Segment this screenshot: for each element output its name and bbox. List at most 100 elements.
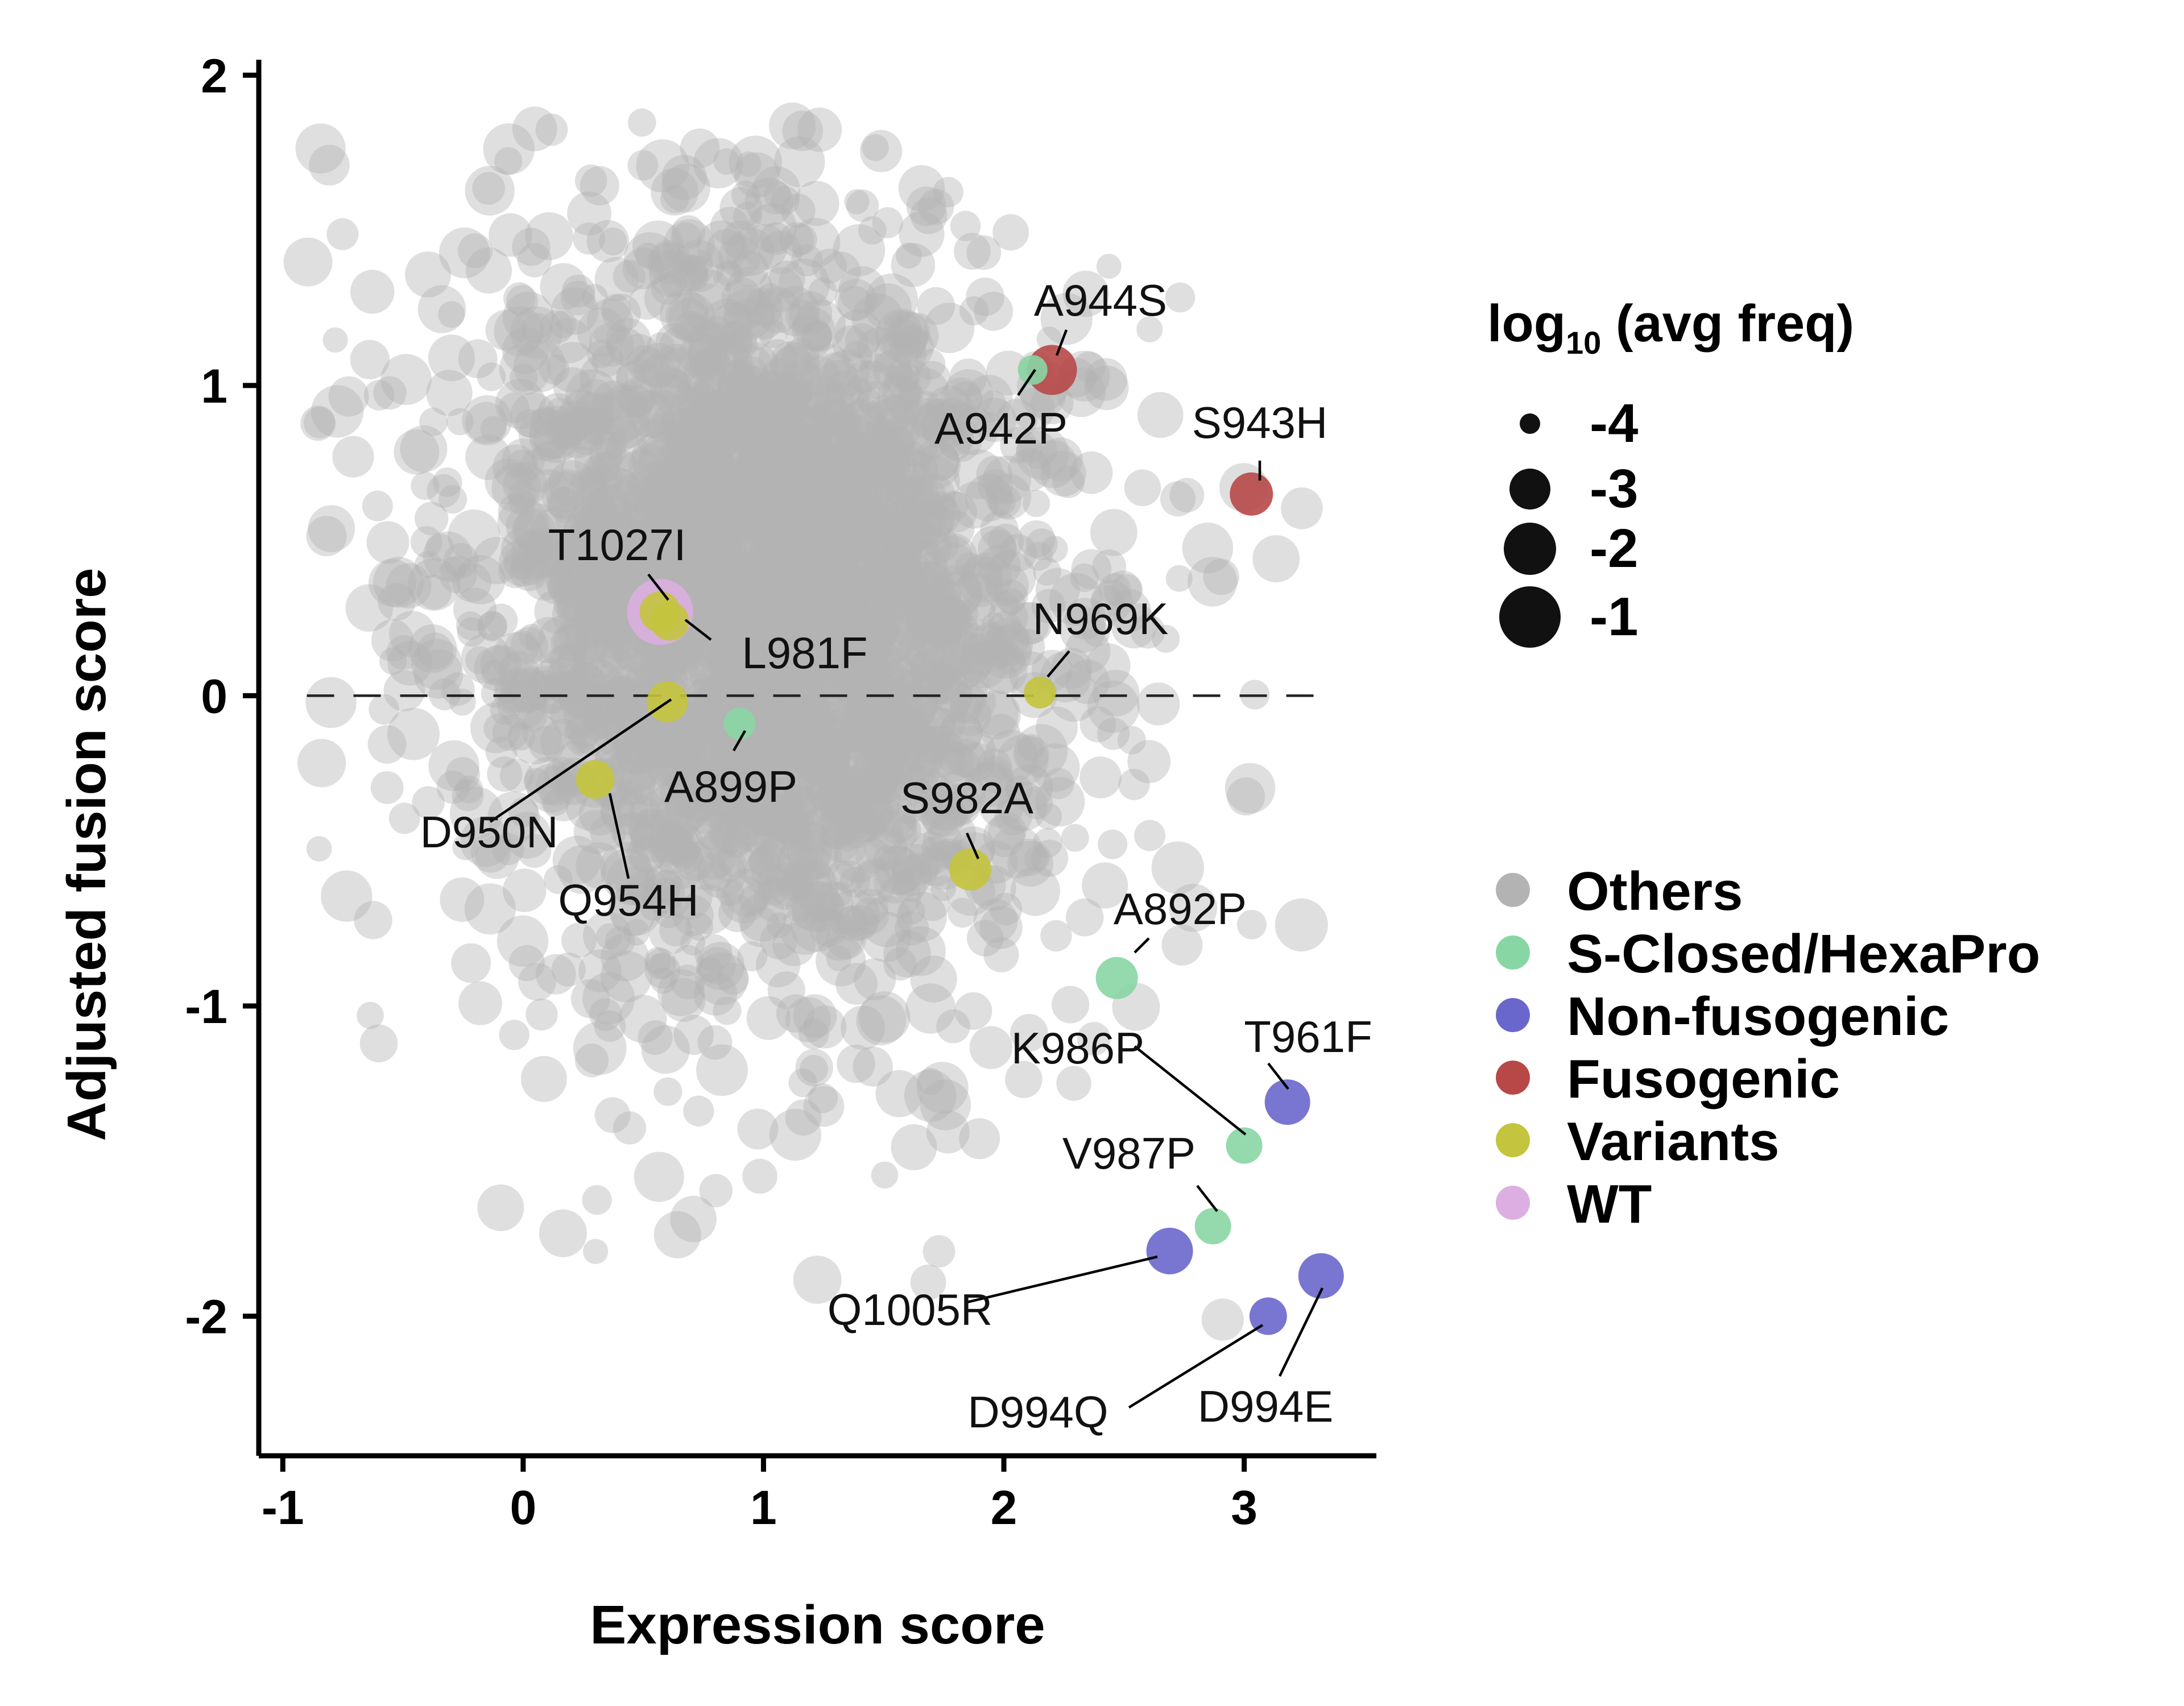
others-point xyxy=(1010,838,1048,877)
others-point xyxy=(797,475,847,525)
others-point xyxy=(988,523,1024,560)
others-point xyxy=(570,468,602,500)
others-point xyxy=(549,554,597,602)
others-point xyxy=(502,438,545,482)
others-point xyxy=(1035,568,1080,612)
others-point xyxy=(718,549,758,590)
others-point xyxy=(774,502,803,532)
others-point xyxy=(818,568,846,595)
others-point xyxy=(687,573,730,615)
others-point xyxy=(859,506,909,555)
others-point xyxy=(497,679,548,730)
others-point xyxy=(640,354,676,389)
others-point xyxy=(866,569,895,598)
others-point xyxy=(1039,437,1083,482)
others-point xyxy=(712,398,752,438)
others-point xyxy=(835,779,888,831)
others-point xyxy=(808,611,850,653)
others-point xyxy=(507,722,536,751)
others-point xyxy=(776,994,815,1033)
others-point xyxy=(762,486,804,527)
others-point xyxy=(690,500,740,550)
others-point xyxy=(707,303,760,355)
others-point xyxy=(690,763,743,815)
others-point xyxy=(638,390,688,440)
others-point xyxy=(821,498,850,528)
others-point xyxy=(651,168,698,216)
others-point xyxy=(1169,478,1205,513)
others-point xyxy=(698,448,736,486)
others-point xyxy=(696,942,745,991)
others-point xyxy=(562,550,613,601)
others-point xyxy=(801,433,833,465)
others-point xyxy=(853,638,894,679)
others-point xyxy=(928,565,982,619)
others-point xyxy=(425,533,454,561)
others-point xyxy=(980,511,1019,549)
others-point xyxy=(823,565,855,597)
others-point xyxy=(776,496,801,523)
others-point xyxy=(737,508,763,535)
others-point xyxy=(796,428,825,457)
others-point xyxy=(498,651,539,691)
others-point xyxy=(760,922,798,960)
others-point xyxy=(820,640,857,677)
others-point xyxy=(594,463,623,494)
others-point xyxy=(719,381,770,432)
others-point xyxy=(831,441,858,468)
others-point xyxy=(814,383,856,425)
others-point xyxy=(682,514,716,547)
others-point xyxy=(789,527,841,579)
others-point xyxy=(825,370,863,407)
others-point xyxy=(780,506,811,537)
others-point xyxy=(798,1018,829,1050)
others-point xyxy=(788,668,816,694)
others-point xyxy=(1011,602,1053,644)
others-point xyxy=(884,364,918,398)
others-point xyxy=(814,496,863,545)
others-point xyxy=(791,625,827,661)
others-point xyxy=(809,755,842,788)
others-point xyxy=(743,603,776,637)
others-point xyxy=(694,523,742,571)
others-point xyxy=(707,477,755,525)
others-point xyxy=(833,402,886,455)
others-point xyxy=(623,672,652,701)
others-point xyxy=(574,164,607,197)
others-point xyxy=(772,923,816,967)
others-point xyxy=(829,795,859,826)
legend-marker-variants xyxy=(1496,1123,1530,1157)
others-point xyxy=(595,647,633,685)
others-point xyxy=(899,519,939,558)
others-point xyxy=(791,511,822,542)
others-point xyxy=(691,777,728,814)
others-point xyxy=(687,472,729,514)
others-point xyxy=(833,501,879,547)
others-point xyxy=(877,374,920,417)
others-point xyxy=(816,891,845,921)
others-point xyxy=(921,495,961,535)
others-point xyxy=(966,278,1004,316)
others-point xyxy=(909,402,948,440)
others-point xyxy=(955,552,984,581)
others-point xyxy=(797,391,827,421)
others-point xyxy=(648,910,693,955)
others-point xyxy=(833,644,883,694)
others-point xyxy=(828,519,856,548)
others-point xyxy=(711,394,743,426)
others-point xyxy=(784,697,825,739)
others-point xyxy=(674,496,727,549)
others-point xyxy=(988,485,1021,519)
others-point xyxy=(978,782,1025,828)
others-point xyxy=(913,726,965,779)
others-point xyxy=(991,591,1019,619)
others-point xyxy=(953,449,1004,499)
others-point xyxy=(555,400,596,442)
others-point xyxy=(400,425,448,473)
others-point xyxy=(462,395,512,446)
others-point xyxy=(744,768,779,804)
others-point xyxy=(749,589,781,620)
others-point xyxy=(555,528,594,567)
others-point xyxy=(449,786,503,840)
others-point xyxy=(909,455,960,506)
